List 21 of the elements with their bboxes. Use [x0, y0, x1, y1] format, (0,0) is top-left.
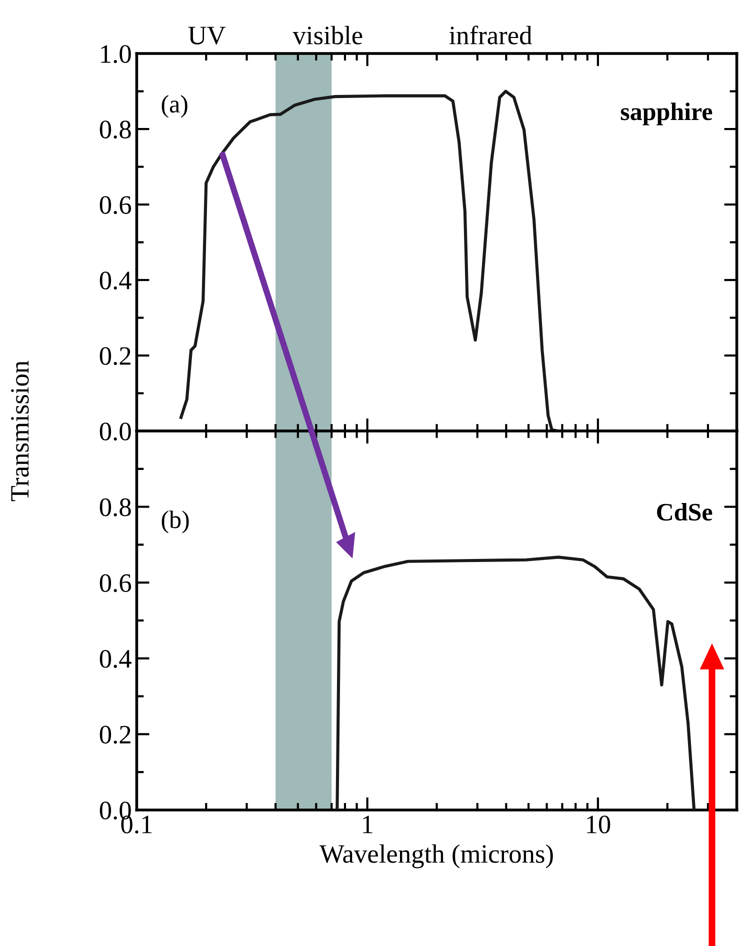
annotation: (b)	[162, 510, 189, 534]
y-tick-label: 0.4	[100, 272, 132, 290]
y-tick-label: 0.6	[100, 196, 132, 214]
y-tick-label: 0.8	[100, 120, 131, 139]
annotation: (a)	[162, 95, 188, 118]
y-axis-title: Transmission	[11, 360, 29, 502]
text: UV	[188, 26, 226, 45]
x-tick-label: 1	[363, 816, 372, 834]
y-tick-label: 1.0	[101, 45, 131, 64]
y-tick-label: 0.6	[100, 574, 132, 592]
annotation: CdSe	[657, 503, 712, 521]
y-tick-label: 0.8	[100, 498, 131, 516]
y-tick-label: 0.4	[100, 650, 132, 668]
y-tick-label: 0.0	[100, 422, 131, 441]
annotation: sapphire	[620, 102, 712, 126]
text: visible	[292, 26, 362, 44]
x-axis-title: Wavelength (microns)	[319, 844, 553, 868]
text: infrared	[449, 26, 532, 44]
y-tick-label: 0.2	[100, 726, 130, 744]
x-tick-label: 10	[587, 816, 610, 834]
y-tick-label: 0.2	[100, 347, 130, 366]
